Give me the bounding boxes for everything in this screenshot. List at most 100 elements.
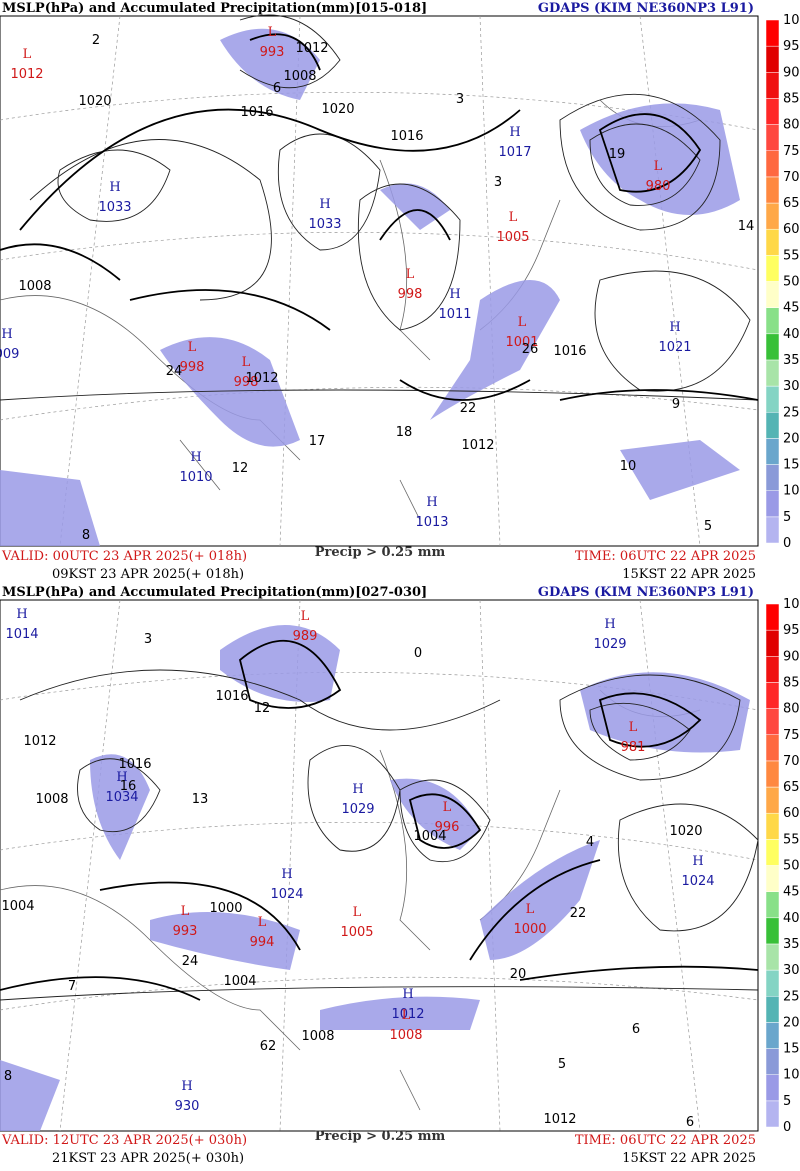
isobar-label: 4 (586, 835, 594, 850)
pressure-center-value: 1029 (341, 802, 374, 817)
pressure-center-value: 1024 (270, 887, 303, 902)
pressure-center-kind: L (406, 267, 415, 282)
pressure-center-value: 1029 (593, 637, 626, 652)
colorbar-level (765, 760, 780, 788)
colorbar-level (765, 124, 780, 151)
pressure-center-value: 989 (293, 629, 318, 644)
colorbar-tick-label: 15 (783, 458, 800, 473)
pressure-center-kind: H (426, 495, 437, 510)
colorbar-tick-label: 75 (783, 728, 800, 743)
pressure-center-kind: H (352, 782, 363, 797)
pressure-center-kind: L (181, 904, 190, 919)
colorbar-level (765, 603, 780, 631)
colorbar-level (765, 516, 780, 544)
isobar-label: 13 (192, 792, 209, 807)
isobar-label: 1016 (390, 129, 423, 144)
pressure-center-value: 1033 (308, 217, 341, 232)
pressure-center-value: 1033 (98, 200, 131, 215)
pressure-center-value: 996 (435, 820, 460, 835)
valid-time-kst: 09KST 23 APR 2025(+ 018h) (52, 567, 244, 582)
pressure-center-kind: H (449, 287, 460, 302)
isobar-label: 9 (672, 397, 680, 412)
colorbar-tick-label: 30 (783, 379, 800, 394)
isobar-label: 19 (609, 147, 626, 162)
colorbar-tick-label: 35 (783, 937, 800, 952)
pressure-center-kind: L (353, 905, 362, 920)
pressure-center-kind: H (190, 450, 201, 465)
panel-2-map (0, 599, 759, 1132)
isobar-label: 1008 (35, 792, 68, 807)
colorbar-tick-label: 75 (783, 144, 800, 159)
isobar-label: 1012 (543, 1112, 576, 1127)
precip-note: Precip > 0.25 mm (315, 1129, 446, 1144)
colorbar-tick-label: 30 (783, 963, 800, 978)
colorbar-level (765, 176, 780, 204)
isobar-label: 22 (570, 906, 587, 921)
init-time-kst: 15KST 22 APR 2025 (622, 567, 756, 582)
pressure-center-value: 009 (0, 347, 19, 362)
isobar-label: 1004 (223, 974, 256, 989)
colorbar-level (765, 98, 780, 125)
isobar-label: 7 (68, 979, 76, 994)
pressure-center-value: 1034 (105, 790, 138, 805)
colorbar-tick-label: 10 (783, 484, 800, 499)
colorbar-tick-label: 55 (783, 832, 800, 847)
isobar-label: 3 (144, 632, 152, 647)
colorbar-tick-label: 60 (783, 806, 800, 821)
colorbar-level (765, 865, 780, 892)
colorbar-tick-label: 95 (783, 39, 800, 54)
isobar-label: 8 (4, 1069, 12, 1084)
isobar-label: 1012 (461, 438, 494, 453)
isobar-label: 5 (558, 1057, 566, 1072)
colorbar-tick-label: 5 (783, 510, 791, 525)
isobar-label: 6 (686, 1115, 694, 1130)
isobar-label: 6 (632, 1022, 640, 1037)
panel-title: MSLP(hPa) and Accumulated Precipitation(… (2, 585, 427, 600)
colorbar-tick-label: 20 (783, 431, 800, 446)
colorbar-tick-label: 15 (783, 1042, 800, 1057)
isobar-label: 1004 (1, 899, 34, 914)
colorbar-tick-label: 80 (783, 118, 800, 133)
pressure-center-kind: H (1, 327, 12, 342)
pressure-center-value: 1010 (179, 470, 212, 485)
colorbar-level (765, 490, 780, 518)
colorbar-tick-label: 100 (783, 13, 800, 28)
colorbar-tick-label: 80 (783, 702, 800, 717)
isobar-label: 2 (92, 33, 100, 48)
pressure-center-value: 1013 (415, 515, 448, 530)
colorbar-level (765, 812, 780, 840)
colorbar-level (765, 228, 780, 256)
pressure-center-value: 1012 (391, 1007, 424, 1022)
colorbar-level (765, 656, 780, 683)
pressure-center-kind: L (654, 159, 663, 174)
isobar-label: 5 (704, 519, 712, 534)
isobar-label: 24 (182, 954, 199, 969)
panel-1-map (0, 14, 759, 547)
colorbar-level (765, 708, 780, 735)
pressure-center-value: 994 (250, 935, 275, 950)
colorbar-level (765, 281, 780, 308)
pressure-center-kind: H (319, 197, 330, 212)
isobar-label: 24 (166, 364, 183, 379)
colorbar-tick-label: 65 (783, 780, 800, 795)
init-time: TIME: 06UTC 22 APR 2025 (575, 1133, 756, 1148)
isobar-label: 1016 (118, 757, 151, 772)
colorbar-tick-label: 90 (783, 649, 800, 664)
isobar-label: 20 (510, 967, 527, 982)
pressure-center-kind: L (188, 340, 197, 355)
colorbar-level (765, 72, 780, 99)
model-name: GDAPS (KIM NE360NP3 L91) (538, 585, 754, 600)
isobar-label: 62 (260, 1039, 277, 1054)
pressure-center-kind: L (268, 25, 277, 40)
pressure-center-value: 998 (180, 360, 205, 375)
pressure-center-kind: L (629, 720, 638, 735)
pressure-center-value: 998 (398, 287, 423, 302)
isobar-label: 1020 (78, 94, 111, 109)
isobar-label: 18 (396, 425, 413, 440)
colorbar-level (765, 839, 780, 866)
colorbar-level (765, 734, 780, 762)
pressure-center-kind: H (669, 320, 680, 335)
pressure-center-kind: H (181, 1079, 192, 1094)
valid-time-kst: 21KST 23 APR 2025(+ 030h) (52, 1151, 244, 1166)
isobar-label: 1004 (413, 829, 446, 844)
